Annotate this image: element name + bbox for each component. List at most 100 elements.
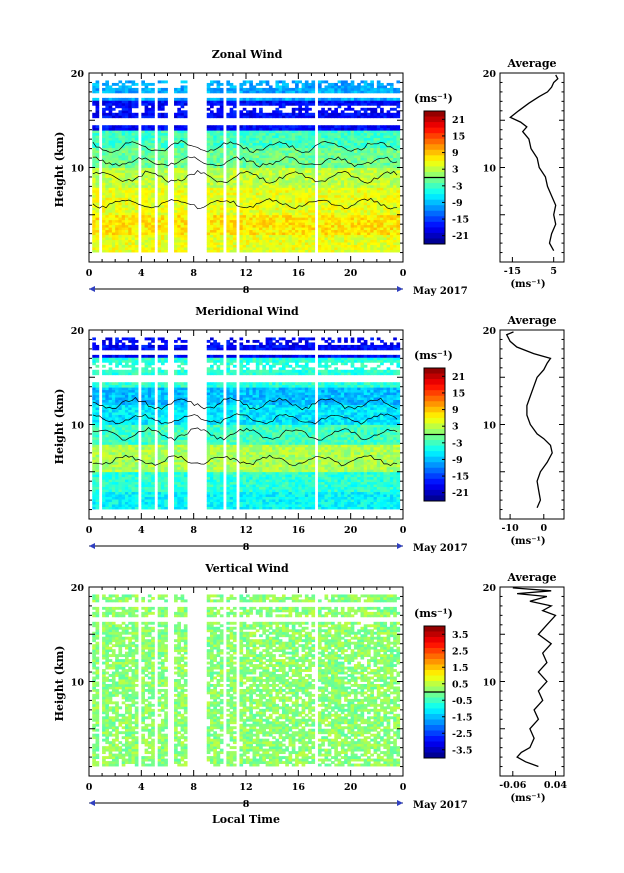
heatmap-cell <box>232 207 237 211</box>
heatmap-cell <box>219 194 224 198</box>
heatmap-cell <box>164 162 168 166</box>
heatmap-cell <box>229 152 234 156</box>
heatmap-cell <box>219 177 224 181</box>
heatmap-cell <box>353 145 358 149</box>
heatmap-cell <box>386 127 391 131</box>
heatmap-cell <box>151 222 155 226</box>
heatmap-cell <box>121 227 126 231</box>
heatmap-cell <box>249 189 253 193</box>
heatmap-cell <box>350 155 355 158</box>
heatmap-cell <box>151 209 155 213</box>
heatmap-cell <box>105 130 110 134</box>
heatmap-cell <box>272 189 276 193</box>
heatmap-cell <box>252 135 257 139</box>
heatmap-cell <box>262 222 267 226</box>
heatmap-cell <box>373 209 378 213</box>
heatmap-cell <box>180 239 185 243</box>
heatmap-cell <box>327 227 332 231</box>
heatmap-cell <box>174 199 178 203</box>
heatmap-cell <box>383 239 388 243</box>
heatmap-cell <box>177 247 181 250</box>
heatmap-cell <box>102 194 106 198</box>
heatmap-cell <box>347 82 352 86</box>
heatmap-cell <box>337 177 342 181</box>
heatmap-cell <box>183 229 188 233</box>
heatmap-cell <box>353 209 358 213</box>
heatmap-cell <box>396 90 401 94</box>
heatmap-cell <box>131 127 136 131</box>
heatmap-cell <box>295 204 299 208</box>
heatmap-cell <box>118 110 123 114</box>
heatmap-cell <box>272 234 276 238</box>
heatmap-cell <box>363 229 368 233</box>
heatmap-cell <box>370 244 374 248</box>
heatmap-cell <box>124 142 129 146</box>
heatmap-cell <box>383 202 388 206</box>
heatmap-cell <box>262 182 267 186</box>
heatmap-cell <box>311 209 316 213</box>
heatmap-cell <box>278 192 283 196</box>
heatmap-cell <box>105 165 110 168</box>
heatmap-cell <box>275 172 280 176</box>
heatmap-cell <box>275 179 280 183</box>
heatmap-cell <box>216 212 221 216</box>
heatmap-cell <box>295 125 299 129</box>
heatmap-cell <box>95 232 100 236</box>
heatmap-cell <box>177 184 181 188</box>
heatmap-cell <box>383 140 388 144</box>
heatmap-cell <box>239 207 244 211</box>
heatmap-cell <box>134 187 139 191</box>
heatmap-cell <box>278 100 283 104</box>
heatmap-cell <box>357 204 361 208</box>
heatmap-cell <box>275 192 280 196</box>
heatmap-cell <box>249 174 253 178</box>
heatmap-cell <box>128 197 132 201</box>
heatmap-cell <box>344 187 348 191</box>
heatmap-cell <box>357 197 361 201</box>
heatmap-cell <box>360 85 365 89</box>
heatmap-cell <box>370 125 374 129</box>
heatmap-cell <box>380 232 384 236</box>
heatmap-cell <box>363 90 368 94</box>
heatmap-cell <box>111 169 116 173</box>
heatmap-cell <box>164 244 168 248</box>
heatmap-cell <box>275 242 280 245</box>
heatmap-cell <box>242 80 247 84</box>
heatmap-cell <box>389 239 394 243</box>
heatmap-cell <box>160 169 165 173</box>
heatmap-cell <box>396 197 401 201</box>
heatmap-cell <box>259 167 263 171</box>
heatmap-cell <box>347 135 352 139</box>
heatmap-cell <box>363 237 368 241</box>
heatmap-cell <box>259 192 263 196</box>
heatmap-cell <box>324 212 329 216</box>
heatmap-cell <box>115 249 119 253</box>
heatmap-cell <box>164 135 168 139</box>
heatmap-cell <box>246 214 250 218</box>
heatmap-cell <box>288 227 293 231</box>
heatmap-cell <box>373 150 378 153</box>
heatmap-cell <box>262 227 267 231</box>
heatmap-cell <box>216 147 221 151</box>
heatmap-cell <box>265 212 270 216</box>
heatmap-cell <box>393 207 397 211</box>
heatmap-cell <box>281 232 286 236</box>
heatmap-cell <box>357 150 361 153</box>
heatmap-cell <box>363 167 368 171</box>
heatmap-cell <box>105 167 110 171</box>
heatmap-cell <box>118 167 123 171</box>
heatmap-cell <box>141 187 145 191</box>
heatmap-cell <box>357 152 361 156</box>
heatmap-cell <box>327 189 332 193</box>
heatmap-cell <box>268 237 273 241</box>
heatmap-cell <box>350 187 355 191</box>
heatmap-cell <box>386 242 391 245</box>
heatmap-cell <box>206 169 211 173</box>
heatmap-cell <box>304 244 309 248</box>
heatmap-cell <box>288 169 293 173</box>
heatmap-cell <box>288 237 293 241</box>
heatmap-cell <box>321 160 325 163</box>
heatmap-cell <box>295 244 299 248</box>
heatmap-cell <box>275 197 280 201</box>
heatmap-cell <box>102 137 106 141</box>
